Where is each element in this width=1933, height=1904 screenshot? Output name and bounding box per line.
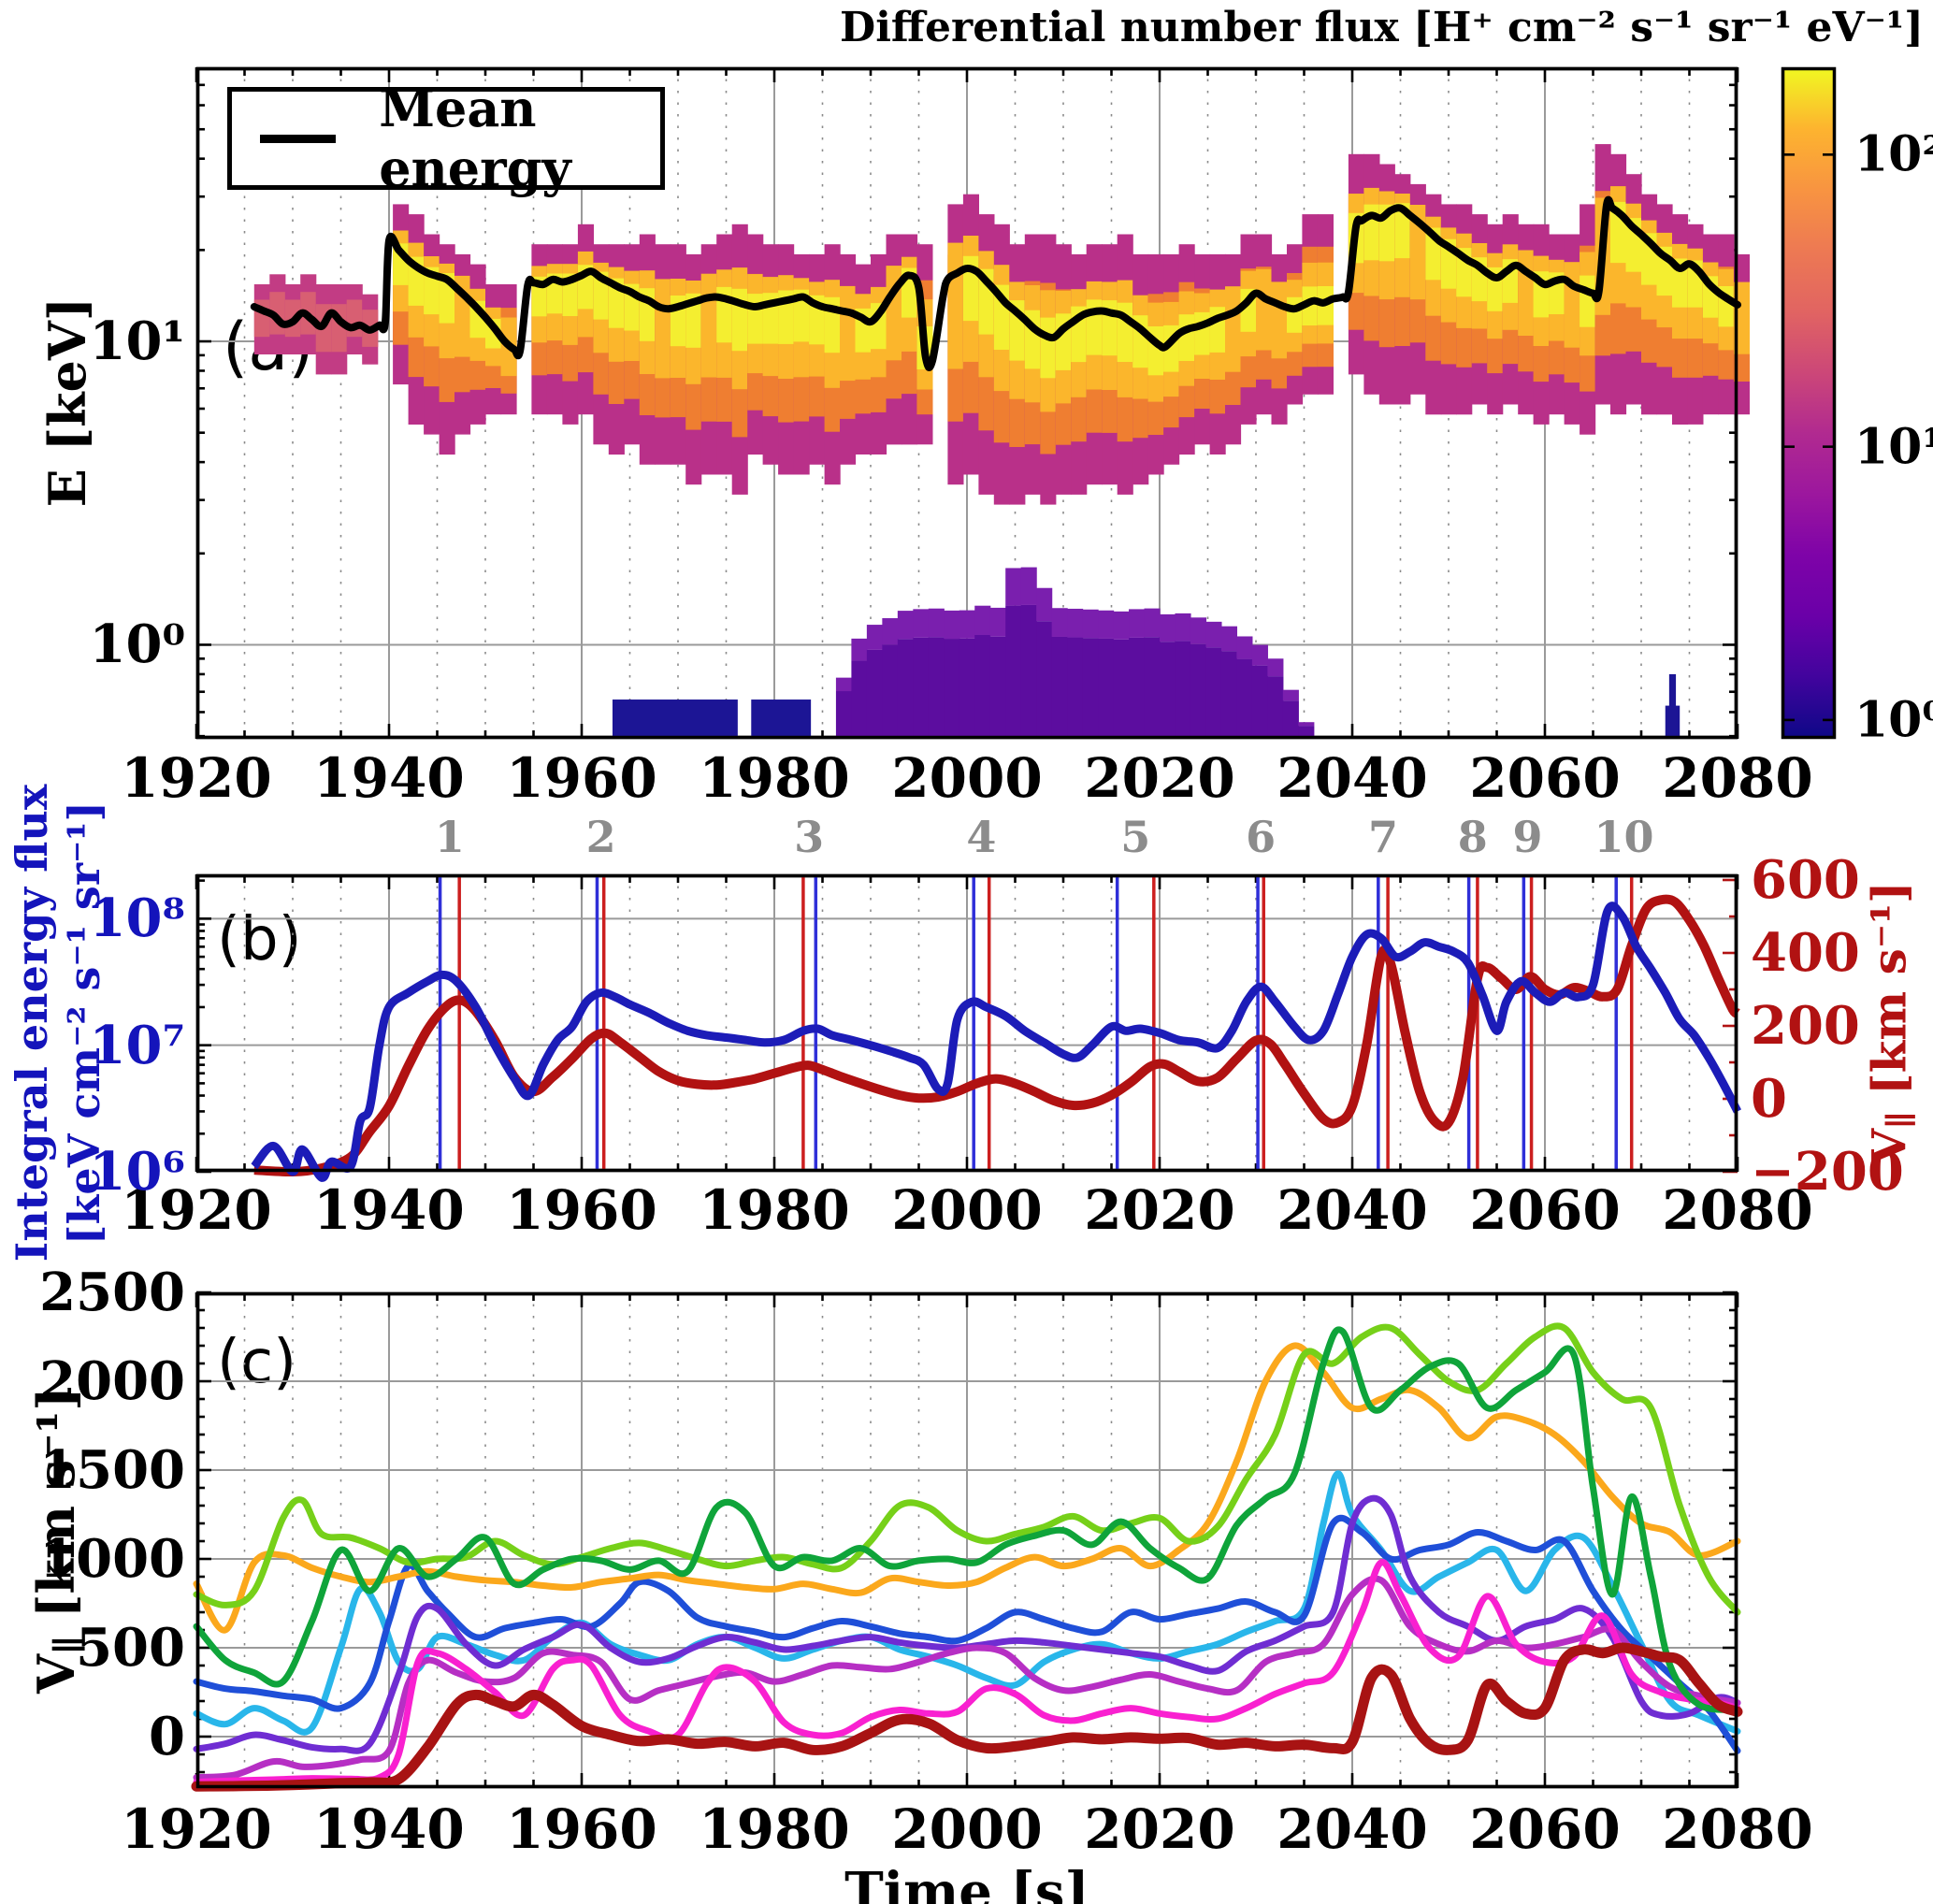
x-tick-label: 1940 [313,1797,465,1861]
event-number: 3 [794,812,825,862]
y-tick-label: 10¹ [89,310,185,373]
mean-energy-legend: Mean energy [227,79,665,198]
x-tick-label: 1960 [506,746,657,810]
x-tick-label: 2000 [891,1797,1043,1861]
y-tick-label: 10⁰ [89,613,185,676]
y-tick-label: 0 [149,1706,185,1767]
y-tick-label: 2000 [39,1350,185,1412]
x-tick-label: 2040 [1277,746,1428,810]
panel-b-letter: (b) [217,905,302,974]
event-number: 2 [585,812,616,862]
x-tick-label: 2060 [1469,1178,1621,1242]
event-number: 1 [434,812,465,862]
y-tick-label: 1500 [39,1439,185,1501]
colorbar-tick-label: 10¹ [1854,418,1933,476]
y-tick-label: 500 [76,1617,185,1679]
x-tick-label: 2020 [1084,746,1235,810]
x-axis-label: Time [s] [844,1861,1089,1904]
y-tick-label: 1000 [39,1528,185,1590]
event-number: 6 [1246,812,1277,862]
y-tick-label: 10⁸ [89,887,185,950]
y-tick-label: 200 [1751,995,1860,1057]
colorbar-tick-label: 10² [1854,125,1933,183]
x-tick-label: 2000 [891,1178,1043,1242]
x-tick-label: 1920 [121,1178,272,1242]
x-tick-label: 2040 [1277,1797,1428,1861]
x-tick-label: 1920 [121,1797,272,1861]
colorbar-tick-label: 10⁰ [1854,691,1933,749]
x-tick-label: 2040 [1277,1178,1428,1242]
x-tick-label: 2020 [1084,1178,1235,1242]
panel-c-letter: (c) [217,1328,297,1397]
x-tick-label: 1960 [506,1178,657,1242]
x-tick-label: 1980 [699,1178,850,1242]
x-tick-label: 2020 [1084,1797,1235,1861]
y-tick-label: 600 [1751,849,1860,911]
y-tick-label: 10⁷ [89,1014,185,1076]
event-number: 8 [1457,812,1488,862]
event-number: 7 [1367,812,1398,862]
x-tick-label: 1960 [506,1797,657,1861]
mean-energy-line-swatch [260,134,337,143]
y-tick-label: −200 [1751,1141,1904,1203]
x-tick-label: 2080 [1662,1797,1813,1861]
event-number: 4 [966,812,997,862]
x-tick-label: 1940 [313,1178,465,1242]
x-tick-label: 1980 [699,746,850,810]
y-tick-label: 10⁶ [89,1141,185,1203]
panel-b-right-ylabel: V∥ [km s⁻¹] [1861,881,1921,1165]
x-tick-label: 2060 [1469,1797,1621,1861]
x-tick-label: 2060 [1469,746,1621,810]
x-tick-label: 2080 [1662,746,1813,810]
event-number: 5 [1120,812,1151,862]
x-tick-label: 1980 [699,1797,850,1861]
event-number: 10 [1594,812,1654,862]
y-tick-label: 0 [1751,1068,1787,1130]
y-tick-label: 2500 [39,1262,185,1323]
colorbar [1781,66,1837,740]
figure-title: Differential number flux [H⁺ cm⁻² s⁻¹ sr… [840,4,1924,51]
event-number: 9 [1512,812,1543,862]
x-tick-label: 2000 [891,746,1043,810]
panel-c-plot [191,1291,1743,1792]
panel-b-plot [195,873,1741,1182]
mean-energy-legend-label: Mean energy [379,79,571,198]
y-tick-label: 400 [1751,922,1860,984]
x-tick-label: 1940 [313,746,465,810]
x-tick-label: 2080 [1662,1178,1813,1242]
panel-a-spectrogram [195,66,1750,740]
x-tick-label: 1920 [121,746,272,810]
